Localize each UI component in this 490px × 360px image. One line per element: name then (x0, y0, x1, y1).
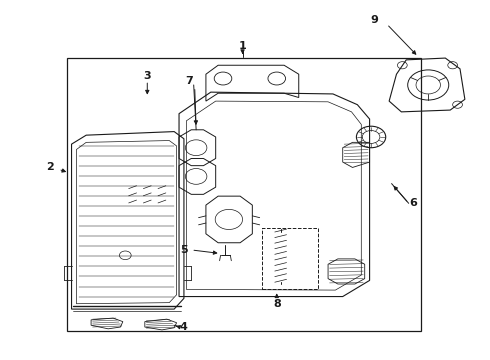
Bar (262, 228, 318, 289)
Text: 4: 4 (180, 322, 188, 332)
Text: 2: 2 (46, 162, 53, 172)
Text: 1: 1 (239, 41, 246, 50)
Text: 5: 5 (180, 245, 188, 255)
Text: 3: 3 (144, 71, 151, 81)
Text: 6: 6 (410, 198, 417, 208)
Text: 7: 7 (185, 76, 193, 86)
Text: 9: 9 (370, 15, 378, 26)
Bar (67, 58, 421, 330)
Text: 8: 8 (273, 299, 281, 309)
